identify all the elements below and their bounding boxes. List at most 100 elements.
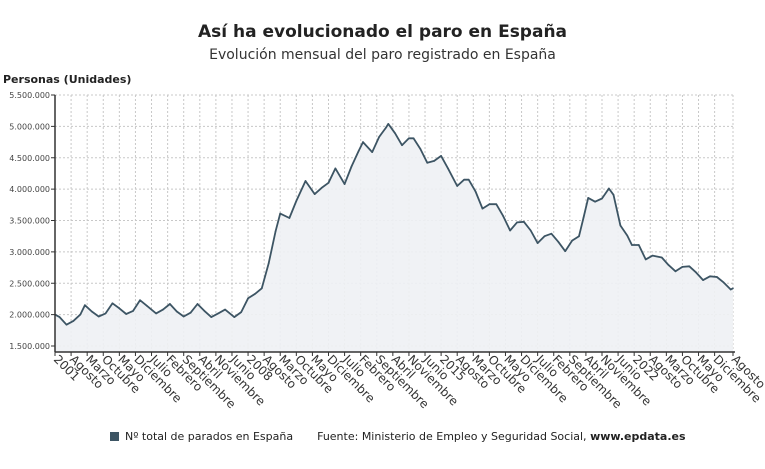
data-point (295, 200, 298, 202)
data-point (320, 187, 323, 189)
data-point (313, 193, 316, 195)
data-point (419, 148, 422, 150)
data-point (651, 254, 654, 257)
data-point (440, 155, 442, 157)
data-point (210, 316, 213, 318)
source-note: Fuente: Ministerio de Empleo y Seguridad… (317, 430, 685, 443)
series-area (55, 123, 733, 353)
data-point (619, 224, 622, 227)
data-point (196, 303, 199, 305)
y-tick-label: 4.500.000 (9, 154, 50, 163)
data-point (509, 229, 511, 232)
data-point (139, 299, 141, 301)
data-point (401, 144, 403, 146)
data-point (667, 264, 670, 266)
data-point (587, 197, 590, 199)
data-point (408, 137, 410, 140)
y-tick-label: 1.500.000 (9, 342, 50, 351)
data-point (357, 150, 360, 153)
data-point (387, 123, 390, 125)
legend-label[interactable]: Nº total de parados en España (125, 430, 294, 443)
y-tick-label: 2.500.000 (9, 279, 50, 288)
data-point (688, 265, 691, 268)
data-point (660, 256, 663, 259)
data-point (481, 207, 484, 210)
data-point (58, 316, 61, 318)
data-point (709, 275, 711, 278)
data-point (626, 234, 629, 237)
data-point (732, 287, 734, 290)
data-point (84, 304, 86, 307)
data-point (90, 310, 93, 313)
data-point (594, 200, 596, 203)
data-point (343, 183, 346, 185)
y-tick-label: 2.000.000 (9, 311, 50, 320)
data-point (217, 312, 219, 315)
data-point (523, 220, 525, 223)
data-point (502, 215, 504, 217)
source-link[interactable]: www.epdata.es (590, 430, 686, 443)
data-point (433, 160, 436, 162)
data-point (536, 242, 539, 244)
data-point (247, 297, 249, 300)
data-point (182, 315, 185, 318)
data-point (516, 221, 518, 224)
data-point (203, 310, 206, 312)
chart-subtitle: Evolución mensual del paro registrado en… (209, 47, 556, 63)
data-point (224, 308, 226, 311)
data-point (125, 313, 128, 315)
data-point (571, 239, 573, 242)
data-point (488, 203, 491, 205)
data-point (334, 167, 337, 170)
data-point (681, 266, 684, 268)
data-point (162, 308, 164, 311)
data-point (279, 212, 282, 215)
y-tick-label: 5.000.000 (9, 122, 50, 131)
data-point (557, 241, 560, 243)
data-point (529, 229, 532, 232)
data-point (631, 244, 633, 246)
data-point (637, 244, 640, 246)
data-point (608, 187, 610, 190)
data-point (716, 276, 718, 278)
data-point (146, 305, 148, 307)
data-point (233, 316, 236, 318)
source-text: Fuente: Ministerio de Empleo y Seguridad… (317, 430, 591, 443)
data-point (601, 197, 603, 200)
data-point (495, 203, 498, 205)
chart-title: Así ha evolucionado el paro en España (197, 22, 568, 42)
data-point (240, 311, 242, 313)
data-point (467, 178, 470, 181)
y-tick-label: 3.500.000 (9, 217, 50, 226)
data-point (362, 141, 364, 143)
data-point (304, 180, 307, 182)
data-point (65, 323, 68, 326)
data-point (543, 235, 546, 237)
data-point (695, 271, 698, 274)
data-point (274, 230, 277, 232)
data-point (412, 137, 415, 140)
y-tick-label: 3.000.000 (9, 248, 50, 257)
data-point (644, 258, 647, 261)
data-point (104, 312, 107, 315)
data-point (79, 313, 82, 316)
data-point (723, 281, 725, 284)
data-point (261, 287, 263, 290)
data-point (288, 217, 291, 219)
data-point (729, 288, 732, 291)
data-point (378, 136, 380, 138)
data-point (132, 310, 134, 312)
data-point (426, 161, 429, 164)
legend: Nº total de parados en España Fuente: Mi… (110, 430, 686, 443)
data-point (550, 232, 553, 235)
y-tick-label: 5.500.000 (9, 91, 50, 100)
data-point (254, 293, 256, 295)
data-point (578, 235, 580, 237)
data-point (118, 307, 121, 310)
data-point (564, 250, 567, 253)
data-point (447, 167, 449, 170)
data-point (371, 151, 373, 153)
data-point (155, 312, 157, 315)
data-point (267, 262, 270, 264)
data-point (72, 320, 75, 322)
